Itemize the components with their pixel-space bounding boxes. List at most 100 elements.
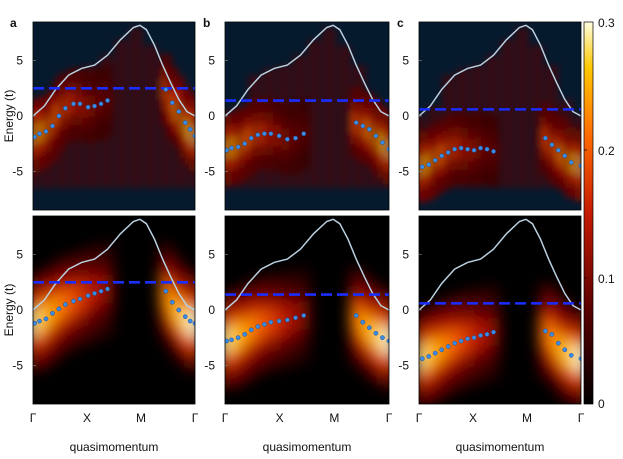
x-tick-label: X bbox=[469, 411, 477, 425]
x-tick-label: X bbox=[276, 411, 284, 425]
bare-band-curve bbox=[33, 218, 195, 311]
peak-point bbox=[471, 147, 477, 153]
intensity-haze bbox=[515, 27, 529, 188]
peak-point bbox=[169, 299, 175, 305]
peak-point bbox=[248, 327, 254, 333]
y-tick-label: -5 bbox=[12, 358, 23, 372]
panel-letter: c bbox=[397, 16, 404, 30]
intensity-haze bbox=[382, 116, 389, 188]
intensity-cell bbox=[188, 309, 195, 338]
intensity-haze bbox=[85, 65, 99, 188]
intensity-haze bbox=[55, 75, 70, 188]
intensity-haze bbox=[456, 68, 470, 188]
peak-point bbox=[419, 356, 425, 362]
intensity-haze bbox=[471, 65, 485, 188]
y-tick-label: 5 bbox=[16, 248, 23, 262]
colorbar-tick-label: 0.3 bbox=[598, 16, 615, 30]
peak-point bbox=[182, 120, 188, 125]
peak-point bbox=[549, 331, 555, 337]
intensity-haze bbox=[292, 55, 307, 188]
intensity-haze bbox=[70, 68, 84, 188]
peak-point bbox=[229, 337, 234, 343]
x-axis-label: quasimomentum bbox=[70, 440, 159, 454]
peak-point bbox=[235, 335, 241, 340]
peak-point bbox=[71, 101, 76, 107]
x-tick-label: Γ bbox=[192, 411, 199, 425]
intensity-haze bbox=[114, 39, 129, 188]
peak-point bbox=[284, 136, 290, 142]
peak-point bbox=[484, 331, 490, 337]
y-tick-label: 5 bbox=[402, 54, 409, 68]
y-tick-label: 0 bbox=[402, 303, 409, 317]
y-axis-label: Energy (t) bbox=[2, 90, 16, 143]
peak-point bbox=[85, 104, 91, 110]
bare-band-curve bbox=[33, 24, 195, 117]
peak-point bbox=[452, 340, 457, 346]
intensity-haze bbox=[99, 55, 114, 188]
peak-point bbox=[92, 291, 97, 296]
y-tick-label: 0 bbox=[402, 109, 409, 123]
y-tick-label: 5 bbox=[208, 54, 215, 68]
y-tick-label: 0 bbox=[208, 303, 215, 317]
peak-point bbox=[445, 344, 451, 349]
peak-point bbox=[248, 135, 254, 141]
intensity-haze bbox=[188, 116, 195, 188]
spectral-panel: 5 0 -5 bbox=[398, 21, 582, 211]
y-tick-label: 0 bbox=[208, 109, 215, 123]
x-tick-label: M bbox=[136, 411, 146, 425]
peak-point bbox=[225, 338, 229, 344]
colorbar-tick-label: 0.1 bbox=[598, 272, 615, 286]
intensity-haze bbox=[33, 116, 40, 188]
peak-point bbox=[98, 101, 104, 107]
peak-point bbox=[242, 331, 248, 337]
peak-point bbox=[471, 335, 477, 340]
x-tick-label: Γ bbox=[30, 411, 37, 425]
peak-point bbox=[484, 146, 490, 152]
peak-point bbox=[63, 105, 68, 111]
y-tick-label: 5 bbox=[16, 54, 23, 68]
intensity-haze bbox=[544, 65, 559, 188]
peak-point bbox=[445, 150, 451, 155]
intensity-haze bbox=[262, 68, 277, 188]
y-tick-label: 0 bbox=[16, 109, 23, 123]
colorbar-tick-label: 0 bbox=[598, 397, 605, 411]
peak-point bbox=[187, 126, 193, 132]
bare-band-curve bbox=[225, 24, 389, 117]
intensity-haze bbox=[277, 65, 292, 188]
peak-point bbox=[182, 314, 188, 319]
peak-point bbox=[268, 319, 274, 325]
intensity-haze bbox=[129, 27, 143, 188]
intensity-haze bbox=[574, 116, 581, 188]
y-tick-label: 0 bbox=[16, 303, 23, 317]
peak-point bbox=[56, 306, 62, 312]
peak-point bbox=[426, 162, 432, 168]
peak-point bbox=[465, 146, 470, 152]
peak-point bbox=[578, 356, 581, 362]
x-axis-label: quasimomentum bbox=[263, 440, 352, 454]
peak-point bbox=[33, 320, 37, 326]
spectral-panel: 5 0 -5 bbox=[204, 21, 390, 211]
peak-point bbox=[268, 131, 274, 137]
spectral-panel: 5 0 -5 bbox=[204, 215, 390, 405]
peak-point bbox=[543, 328, 548, 334]
intensity-haze bbox=[352, 65, 367, 188]
intensity-haze bbox=[426, 106, 441, 188]
peak-point bbox=[353, 120, 359, 125]
intensity-haze bbox=[485, 55, 500, 188]
peak-point bbox=[491, 149, 496, 154]
peak-point bbox=[373, 133, 379, 139]
x-tick-label: Γ bbox=[386, 411, 393, 425]
peak-point bbox=[432, 157, 438, 163]
peak-point bbox=[50, 310, 55, 316]
y-tick-label: -5 bbox=[398, 164, 409, 178]
peak-point bbox=[568, 352, 574, 358]
intensity-haze bbox=[247, 75, 262, 188]
peak-point bbox=[373, 330, 379, 336]
intensity-haze bbox=[419, 116, 426, 188]
peak-point bbox=[478, 333, 483, 338]
peak-point bbox=[50, 123, 55, 129]
peak-point bbox=[77, 296, 83, 302]
peak-point bbox=[276, 133, 282, 139]
peak-point bbox=[301, 313, 307, 318]
